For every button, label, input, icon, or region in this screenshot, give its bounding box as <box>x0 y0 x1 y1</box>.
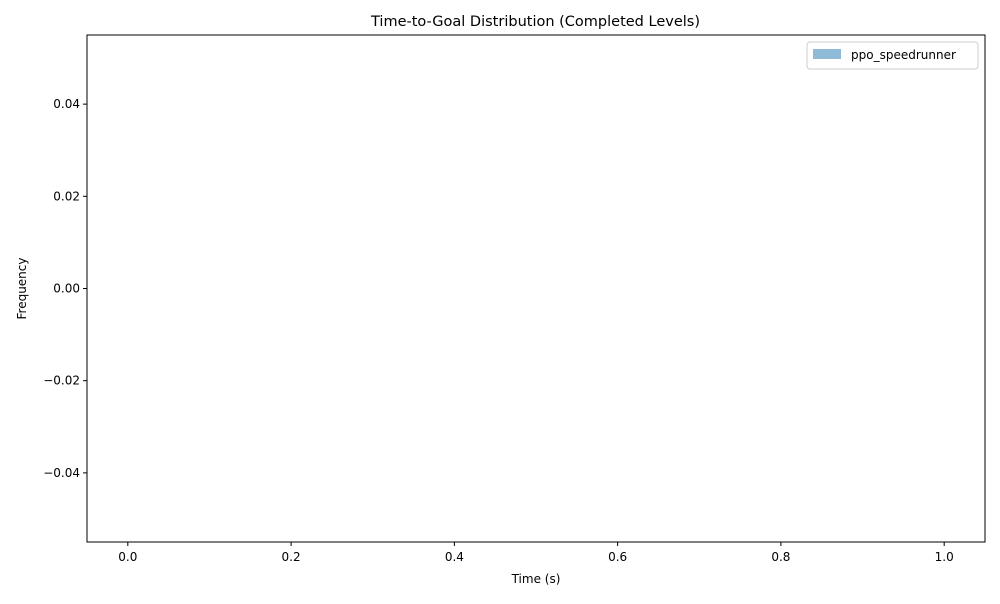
plot-area <box>86 34 986 543</box>
x-axis-label: Time (s) <box>511 572 561 586</box>
y-tick-label: 0.02 <box>53 189 80 203</box>
x-tick-label: 1.0 <box>935 550 954 564</box>
x-tick-label: 0.4 <box>445 550 464 564</box>
legend-swatch <box>813 49 841 59</box>
x-tick-label: 0.0 <box>118 550 137 564</box>
x-tick-label: 0.6 <box>608 550 627 564</box>
legend-label: ppo_speedrunner <box>851 48 956 62</box>
chart-title: Time-to-Goal Distribution (Completed Lev… <box>370 14 700 30</box>
y-axis-ticks: −0.04 −0.02 0.00 0.02 0.04 <box>43 97 87 480</box>
y-axis-label: Frequency <box>15 258 29 320</box>
x-tick-label: 0.2 <box>282 550 301 564</box>
y-tick-label: 0.00 <box>53 282 80 296</box>
plot-frame <box>86 34 986 543</box>
y-tick-label: −0.04 <box>43 466 80 480</box>
x-tick-label: 0.8 <box>771 550 790 564</box>
x-axis-ticks: 0.0 0.2 0.4 0.6 0.8 1.0 <box>118 542 954 564</box>
y-tick-label: 0.04 <box>53 97 80 111</box>
legend: ppo_speedrunner <box>806 41 979 70</box>
y-tick-label: −0.02 <box>43 374 80 388</box>
legend-box <box>806 41 979 70</box>
